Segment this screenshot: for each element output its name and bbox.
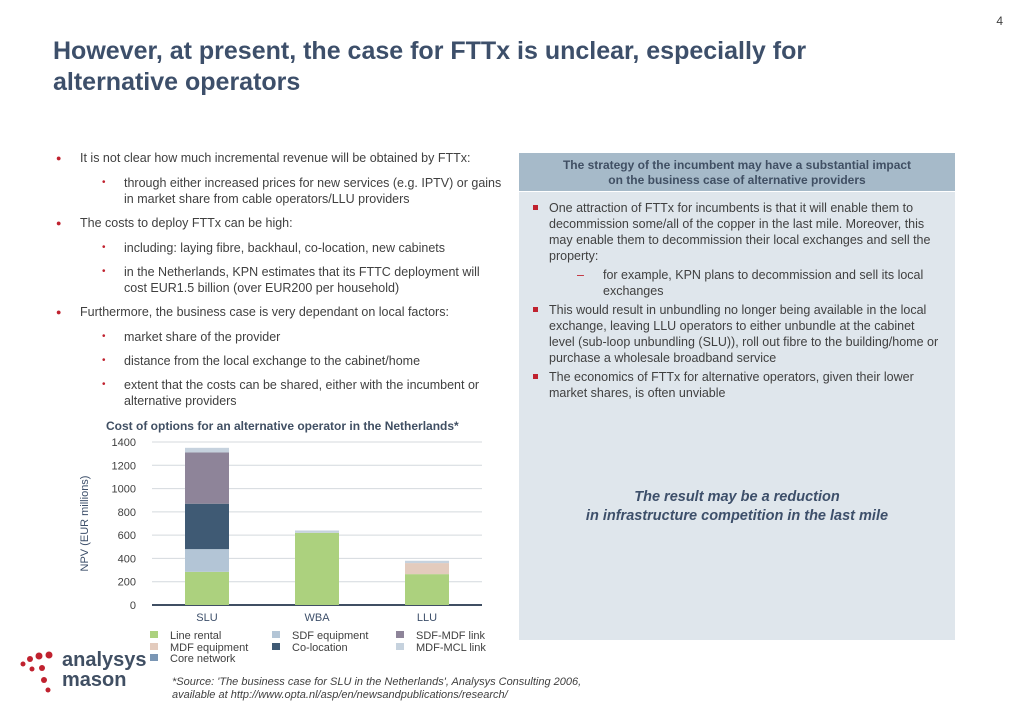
bar-segment <box>185 549 229 572</box>
bar-segment <box>185 452 229 504</box>
legend-swatch <box>272 642 280 650</box>
panel-header-line2: on the business case of alternative prov… <box>608 173 866 187</box>
source-note: *Source: 'The business case for SLU in t… <box>172 676 652 702</box>
x-tick-label: LLU <box>417 612 437 624</box>
sub-bullet-kpn: in the Netherlands, KPN estimates that i… <box>56 264 506 296</box>
y-tick-label: 1400 <box>112 437 136 449</box>
result-line1: The result may be a reduction <box>634 489 840 505</box>
y-tick-label: 600 <box>118 530 136 542</box>
page-number: 4 <box>996 14 1003 28</box>
panel-point-unbundling: This would result in unbundling no longe… <box>531 302 943 366</box>
bar-segment <box>295 532 339 605</box>
source-line1: *Source: 'The business case for SLU in t… <box>172 676 582 688</box>
npv-stacked-bar-chart: 0 200 400 600 800 1000 1200 1400 NPV (EUR millio… <box>79 437 482 624</box>
y-tick-label: 0 <box>130 600 136 612</box>
panel-point-economics: The economics of FTTx for alternative op… <box>531 369 943 401</box>
legend-label: MDF equipment <box>170 641 249 654</box>
legend-swatch <box>150 631 158 638</box>
slide-title: However, at present, the case for FTTx i… <box>53 37 807 96</box>
legend-label: Co-location <box>292 641 348 654</box>
bar-segment <box>185 447 229 453</box>
y-axis-label: NPV (EUR millions) <box>79 476 91 572</box>
bullet-local-factors: Furthermore, the business case is very d… <box>56 304 506 320</box>
legend-swatch <box>396 631 404 638</box>
result-line2: in infrastructure competition in the las… <box>585 508 889 524</box>
strategy-panel: The strategy of the incumbent may have a… <box>519 153 955 640</box>
y-tick-label: 1200 <box>112 460 136 472</box>
logo-text: analysys mason <box>62 650 147 690</box>
sub-bullet-market-share: market share of the provider <box>56 329 506 345</box>
result-statement: The result may be a reduction in infrast… <box>519 488 955 526</box>
panel-point-attraction: One attraction of FTTx for incumbents is… <box>531 200 943 264</box>
panel-header-line1: The strategy of the incumbent may have a… <box>562 158 912 172</box>
x-tick-label: SLU <box>196 612 217 624</box>
y-tick-label: 1000 <box>112 484 136 496</box>
bar-segment <box>185 503 229 550</box>
chart-title: Cost of options for an alternative opera… <box>106 419 459 433</box>
legend-label: MDF-MCL link <box>416 641 486 654</box>
bar-segment <box>405 574 449 605</box>
bullet-costs: The costs to deploy FTTx can be high: <box>56 215 506 231</box>
legend-label: SDF-MDF link <box>416 630 486 642</box>
legend-swatch <box>150 654 158 661</box>
y-tick-label: 200 <box>118 577 136 589</box>
logo-line1: analysys <box>62 649 147 671</box>
sub-bullet-distance: distance from the local exchange to the … <box>56 353 506 369</box>
y-tick-label: 400 <box>118 553 136 565</box>
logo-dots-icon <box>20 651 53 693</box>
y-tick-label: 800 <box>118 507 136 519</box>
legend-label: SDF equipment <box>292 630 369 642</box>
sub-bullet-including: including: laying fibre, backhaul, co-lo… <box>56 240 506 256</box>
legend-swatch <box>272 631 280 638</box>
source-line2: available at http://www.opta.nl/asp/en/n… <box>172 689 508 701</box>
bullet-revenue: It is not clear how much incremental rev… <box>56 150 506 166</box>
legend-label: Core network <box>170 653 236 665</box>
sub-bullet-prices: through either increased prices for new … <box>56 175 506 207</box>
legend-label: Line rental <box>170 630 222 642</box>
sub-bullet-shared-costs: extent that the costs can be shared, eit… <box>56 377 506 409</box>
analysys-mason-logo: analysys mason <box>18 650 147 696</box>
bar-segment <box>405 560 449 564</box>
panel-list: One attraction of FTTx for incumbents is… <box>519 192 955 401</box>
bar-segment <box>295 530 339 533</box>
legend-swatch <box>150 642 158 650</box>
logo-line2: mason <box>62 669 127 691</box>
bar-segment <box>405 563 449 575</box>
left-bullet-list: It is not clear how much incremental rev… <box>56 150 506 417</box>
panel-subpoint-kpn: for example, KPN plans to decommission a… <box>531 267 943 299</box>
bar-segment <box>185 571 229 605</box>
x-tick-label: WBA <box>304 612 330 624</box>
panel-header: The strategy of the incumbent may have a… <box>519 153 955 192</box>
legend-swatch <box>396 642 404 650</box>
